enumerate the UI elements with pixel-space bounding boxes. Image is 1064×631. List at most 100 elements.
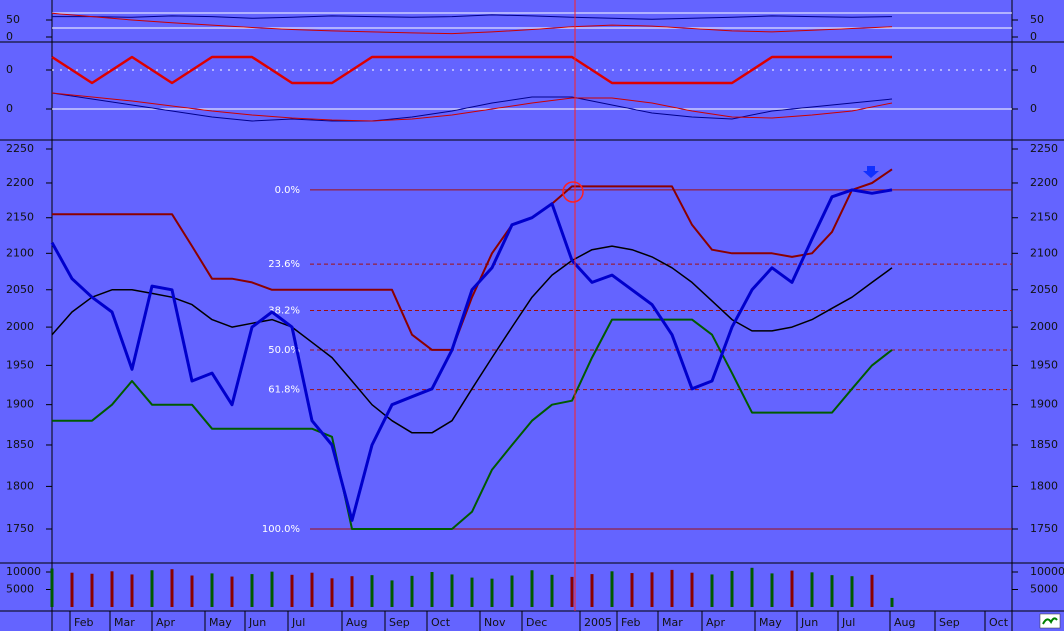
volume-bar [310, 572, 314, 607]
volume-bar [330, 578, 334, 607]
y-tick-label: 0 [6, 102, 13, 115]
volume-bar [290, 574, 294, 607]
app-icon [1039, 613, 1061, 629]
series-line [51, 12, 893, 35]
y-tick-label-right: 10000 [1030, 565, 1064, 578]
y-tick-label: 1900 [6, 398, 34, 411]
x-tick-label: Nov [484, 616, 506, 629]
y-tick-label-right: 2000 [1030, 320, 1058, 333]
x-tick-label: 2005 [584, 616, 612, 629]
signal-arrow [863, 166, 879, 178]
x-tick-label: Oct [989, 616, 1009, 629]
x-tick-label: Apr [156, 616, 176, 629]
y-tick-label-right: 0 [1030, 102, 1037, 115]
x-tick-label: Feb [621, 616, 640, 629]
volume-bar [650, 572, 654, 607]
volume-bar [590, 574, 594, 607]
volume-bar [170, 569, 174, 607]
volume-bar [850, 576, 854, 607]
y-tick-label: 2150 [6, 211, 34, 224]
y-tick-label: 2000 [6, 320, 34, 333]
volume-bar [130, 574, 134, 607]
series-line [51, 92, 893, 122]
y-tick-label-right: 1800 [1030, 479, 1058, 492]
y-tick-label-right: 2050 [1030, 283, 1058, 296]
y-tick-label-right: 1750 [1030, 522, 1058, 535]
volume-bar [790, 570, 794, 607]
y-tick-label-right: 2250 [1030, 142, 1058, 155]
fib-label: 61.8% [268, 385, 300, 396]
series-line [51, 55, 892, 85]
x-tick-label: May [209, 616, 232, 629]
volume-bar [770, 573, 774, 607]
volume-bar [750, 567, 754, 607]
x-tick-label: Jul [291, 616, 305, 629]
y-tick-label-right: 0 [1030, 63, 1037, 76]
y-tick-label: 2050 [6, 283, 34, 296]
volume-bar [110, 571, 114, 607]
series-line [52, 318, 893, 530]
y-tick-label-right: 50 [1030, 13, 1044, 26]
volume-bar [690, 572, 694, 607]
x-tick-label: Sep [939, 616, 960, 629]
volume-bar [90, 573, 94, 607]
volume-bar [830, 575, 834, 607]
y-tick-label: 1800 [6, 479, 34, 492]
volume-bar [350, 576, 354, 607]
volume-bar [430, 572, 434, 607]
volume-bar [730, 570, 734, 607]
y-tick-label-right: 2100 [1030, 246, 1058, 259]
volume-bar [870, 574, 874, 607]
volume-bar [50, 568, 54, 607]
x-tick-label: Aug [894, 616, 915, 629]
x-tick-label: May [759, 616, 782, 629]
series-line [50, 188, 893, 522]
volume-bar [70, 572, 74, 607]
y-tick-label-right: 5000 [1030, 583, 1058, 596]
y-tick-label: 1950 [6, 358, 34, 371]
volume-bar [550, 574, 554, 607]
volume-bar [670, 569, 674, 607]
volume-bar [510, 575, 514, 607]
volume-bar [370, 575, 374, 607]
fib-label: 38.2% [268, 306, 300, 317]
x-tick-label: Dec [526, 616, 547, 629]
fib-label: 100.0% [262, 524, 300, 535]
volume-bar [890, 597, 894, 607]
volume-bar [470, 577, 474, 607]
series-line [51, 92, 893, 122]
x-tick-label: Mar [114, 616, 135, 629]
volume-bar [630, 573, 634, 607]
volume-bar [710, 574, 714, 607]
volume-bar [190, 575, 194, 607]
peak-marker [562, 181, 584, 203]
volume-bar [810, 572, 814, 607]
volume-bar [210, 573, 214, 607]
y-tick-label: 0 [6, 30, 13, 43]
series-line [52, 168, 893, 351]
x-tick-label: Jun [800, 616, 818, 629]
y-tick-label: 2100 [6, 246, 34, 259]
x-tick-label: Apr [706, 616, 726, 629]
y-tick-label-right: 1900 [1030, 398, 1058, 411]
series-line [51, 245, 893, 434]
volume-bar [530, 570, 534, 607]
fib-label: 23.6% [268, 259, 300, 270]
y-tick-label: 1850 [6, 438, 34, 451]
y-tick-label-right: 2150 [1030, 211, 1058, 224]
y-tick-label-right: 1950 [1030, 358, 1058, 371]
volume-bar [610, 571, 614, 607]
volume-bar [270, 571, 274, 607]
volume-bar [150, 570, 154, 607]
x-tick-label: Jul [841, 616, 855, 629]
y-tick-label: 2200 [6, 176, 34, 189]
volume-bar [570, 576, 574, 607]
volume-bar [390, 580, 394, 607]
series-line [52, 14, 893, 20]
y-tick-label-right: 0 [1030, 30, 1037, 43]
y-tick-label: 10000 [6, 565, 41, 578]
y-tick-label-right: 2200 [1030, 176, 1058, 189]
